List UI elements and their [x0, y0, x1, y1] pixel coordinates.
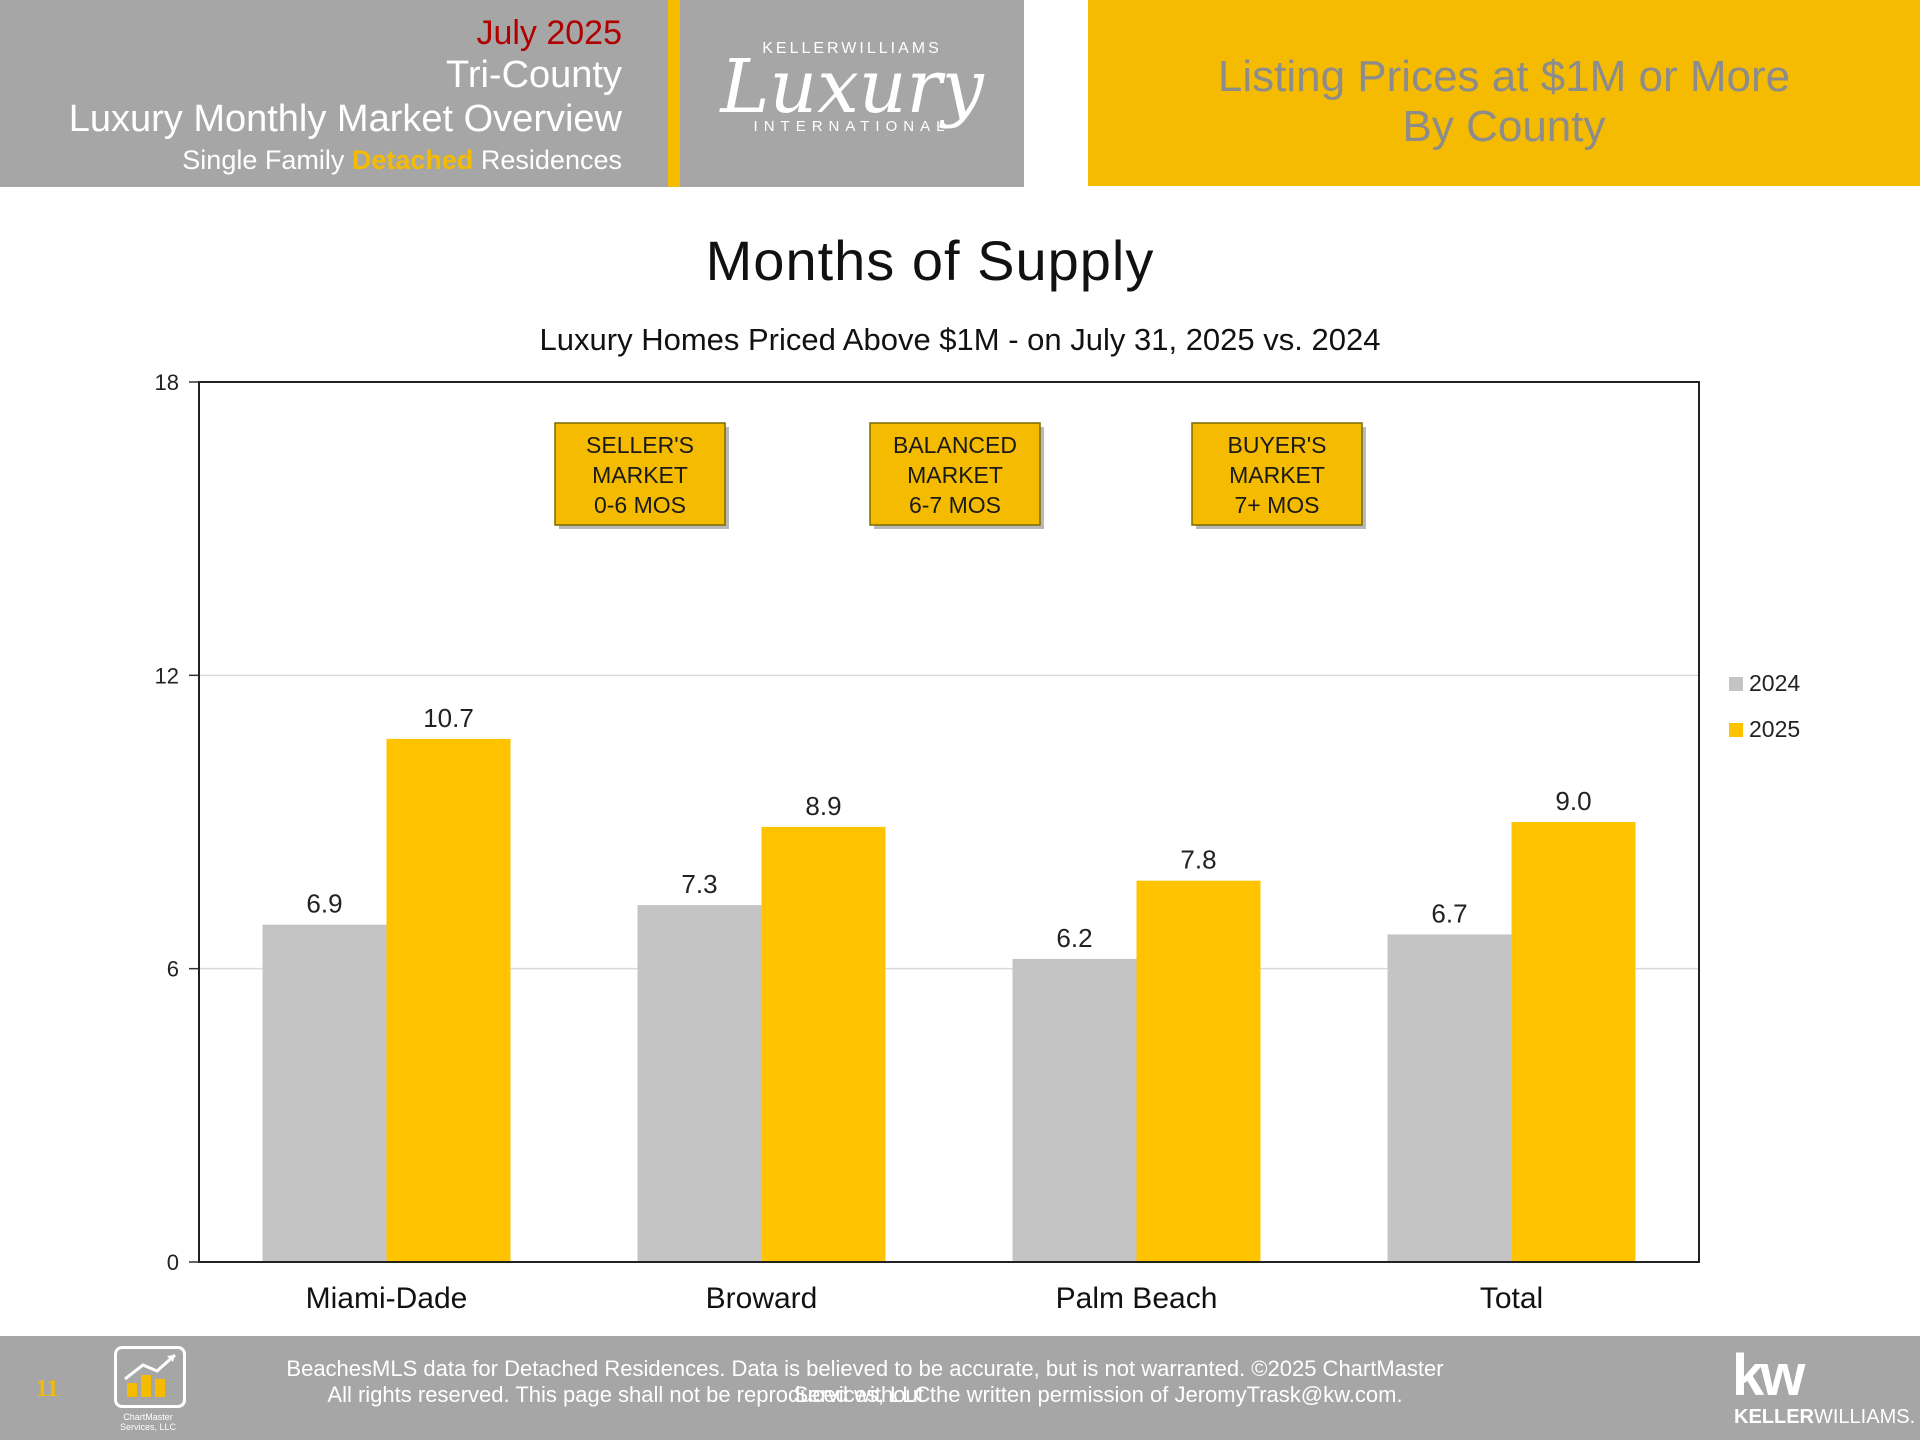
- header-accent-stripe: [668, 0, 680, 187]
- report-date: July 2025: [476, 14, 622, 52]
- report-region: Tri-County: [446, 54, 622, 96]
- chartmaster-logo: ChartMaster Services, LLC: [110, 1346, 186, 1436]
- data-label: 7.3: [681, 869, 717, 899]
- annotation-text: BUYER'S: [1228, 432, 1327, 458]
- chart-subtitle: Luxury Homes Priced Above $1M - on July …: [539, 322, 1381, 357]
- topic-line-2: By County: [1402, 102, 1606, 151]
- plot-frame: [198, 381, 1700, 1263]
- footer: 11 ChartMaster Services, LLC BeachesMLS d…: [0, 1336, 1920, 1440]
- annotation-text: MARKET: [592, 462, 688, 488]
- chartmaster-logo-text: ChartMaster Services, LLC: [110, 1412, 186, 1432]
- bar-2024: [262, 924, 387, 1262]
- data-label: 9.0: [1555, 786, 1591, 816]
- data-label: 8.9: [805, 791, 841, 821]
- bar-2024: [637, 905, 762, 1262]
- x-tick-label: Miami-Dade: [306, 1282, 468, 1315]
- x-tick-label: Broward: [706, 1282, 818, 1315]
- y-tick-label: 18: [155, 370, 179, 395]
- header-topic-panel: Listing Prices at $1M or More By County: [1088, 0, 1920, 186]
- months-of-supply-chart: 0 6 12 18 6.9 10.7 Miami-Dade 7.3 8.9 Broward 6.2 7…: [155, 370, 1801, 1315]
- annotation-text: MARKET: [907, 462, 1003, 488]
- annotation-box: [869, 422, 1041, 526]
- y-tick-label: 6: [167, 957, 179, 982]
- report-title: Luxury Monthly Market Overview: [68, 98, 622, 140]
- data-label: 6.2: [1056, 923, 1092, 953]
- annotation-text: BALANCED: [893, 432, 1017, 458]
- kw-logo-name: KELLERWILLIAMS.: [1734, 1406, 1915, 1429]
- legend-swatch-2025: [1729, 723, 1743, 737]
- x-tick-label: Total: [1480, 1282, 1543, 1315]
- y-tick-label: 12: [155, 663, 179, 688]
- bar-2025: [761, 826, 886, 1262]
- annotation-box: [1191, 422, 1363, 526]
- legend-label: 2024: [1749, 670, 1800, 696]
- bar-2025: [1511, 822, 1636, 1262]
- bar-2025: [386, 738, 511, 1262]
- kw-logo-mark: kw: [1732, 1343, 1805, 1408]
- chart-icon: [114, 1346, 186, 1408]
- legend-swatch-2024: [1729, 677, 1743, 691]
- legend-label: 2025: [1749, 716, 1800, 742]
- logo-brand-text: KELLERWILLIAMS: [762, 40, 942, 57]
- data-label: 6.9: [306, 889, 342, 919]
- subtitle-prefix: Single Family: [182, 145, 352, 175]
- annotation-box: [554, 422, 726, 526]
- annotation-text: SELLER'S: [586, 432, 694, 458]
- subtitle-highlight: Detached: [351, 145, 474, 175]
- annotation-text: MARKET: [1229, 462, 1325, 488]
- data-label: 6.7: [1431, 898, 1467, 928]
- logo-script-text: Luxury: [720, 44, 984, 130]
- disclaimer-line-1: BeachesMLS data for Detached Residences.…: [286, 1356, 1444, 1407]
- logo-sub-text: INTERNATIONAL: [753, 118, 951, 135]
- subtitle-suffix: Residences: [473, 145, 622, 175]
- logo-text-1: ChartMaster: [123, 1412, 173, 1422]
- report-subtitle: Single Family Detached Residences: [0, 145, 622, 176]
- y-tick-label: 0: [167, 1250, 179, 1275]
- kw-name-rest: WILLIAMS.: [1814, 1406, 1916, 1428]
- data-label: 7.8: [1180, 845, 1216, 875]
- annotation-text: 0-6 MOS: [594, 492, 686, 518]
- header-title-panel: July 2025 Tri-County Luxury Monthly Mark…: [0, 0, 668, 187]
- bar-2024: [1387, 934, 1512, 1262]
- kw-luxury-logo: KELLERWILLIAMS Luxury INTERNATIONAL: [680, 0, 1024, 187]
- page-number: 11: [36, 1376, 59, 1402]
- chart-title: Months of Supply: [705, 229, 1155, 292]
- x-tick-label: Palm Beach: [1056, 1282, 1218, 1315]
- annotation-text: 7+ MOS: [1234, 492, 1319, 518]
- data-label: 10.7: [423, 703, 474, 733]
- disclaimer-line-2: All rights reserved. This page shall not…: [327, 1382, 1403, 1407]
- kw-name-bold: KELLER: [1734, 1406, 1814, 1428]
- annotation-text: 6-7 MOS: [909, 492, 1001, 518]
- bar-2024: [1012, 958, 1137, 1262]
- bar-2025: [1136, 880, 1261, 1262]
- topic-line-1: Listing Prices at $1M or More: [1217, 52, 1791, 101]
- logo-text-2: Services, LLC: [119, 1422, 177, 1432]
